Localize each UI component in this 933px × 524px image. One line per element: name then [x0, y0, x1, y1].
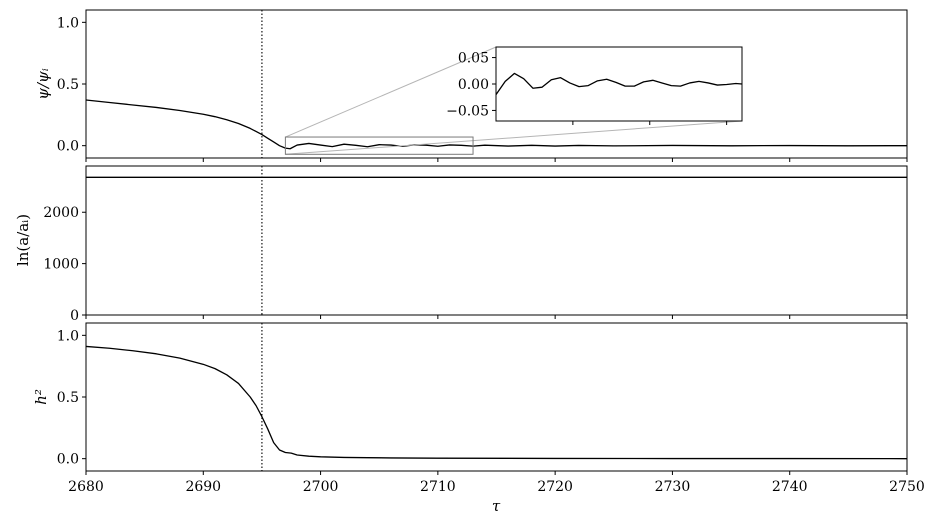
bottom-ytick-label: 0.0 — [57, 452, 79, 468]
bottom-xtick-label: 2750 — [889, 479, 925, 495]
middle-ytick-label: 1000 — [43, 257, 79, 273]
bottom-ytick-label: 0.5 — [57, 390, 79, 406]
middle-ytick-label: 2000 — [43, 205, 79, 221]
bottom-axes-frame — [85, 322, 908, 472]
zoom-connector-lower — [285, 120, 743, 155]
bottom-xtick-label: 2680 — [68, 479, 104, 495]
bottom-xtick-label: 2710 — [420, 479, 456, 495]
middle-y-axis-label: ln(a/aᵢ) — [14, 214, 32, 266]
panel-inset: 0.05 0.00 −0.05 — [446, 46, 743, 125]
middle-ytick-label: 0 — [70, 308, 79, 324]
top-ytick-label: 1.0 — [57, 15, 79, 31]
bottom-xtick-label: 2700 — [303, 479, 339, 495]
top-series-line-0 — [85, 99, 908, 150]
inset-series-line-0 — [495, 72, 743, 95]
bottom-xtick-label: 2720 — [537, 479, 573, 495]
bottom-y-axis-label: h² — [32, 389, 50, 405]
top-axes-frame — [85, 9, 908, 159]
inset-ytick-label: 0.00 — [458, 77, 489, 93]
panel-top: 0.0 0.5 1.0 — [57, 9, 908, 162]
bottom-xtick-label: 2740 — [772, 479, 808, 495]
top-ytick-label: 0.5 — [57, 77, 79, 93]
bottom-ytick-label: 1.0 — [57, 328, 79, 344]
bottom-xtick-label: 2730 — [655, 479, 691, 495]
inset-axes-frame — [495, 46, 743, 122]
panel-middle: 0 1000 2000 — [43, 165, 908, 324]
main-layer: 0.0 0.5 1.0 0 1000 2000 0.0 0.5 1.0 2680 2690 2700 2… — [14, 9, 925, 495]
bottom-xtick-label: 2690 — [185, 479, 221, 495]
zoom-indicator-box — [284, 136, 474, 155]
top-y-axis-label: ψ/ψᵢ — [34, 68, 52, 100]
middle-axes-frame — [85, 165, 908, 316]
x-axis-label: τ — [492, 497, 501, 515]
top-ytick-label: 0.0 — [57, 139, 79, 155]
inset-ytick-label: −0.05 — [446, 103, 489, 119]
bottom-series-line-0 — [85, 345, 908, 460]
zoom-connector-upper — [285, 46, 497, 138]
inset-ytick-label: 0.05 — [458, 51, 489, 67]
panel-bottom: 0.0 0.5 1.0 2680 2690 2700 2710 2720 2730 2740 275… — [57, 322, 925, 495]
